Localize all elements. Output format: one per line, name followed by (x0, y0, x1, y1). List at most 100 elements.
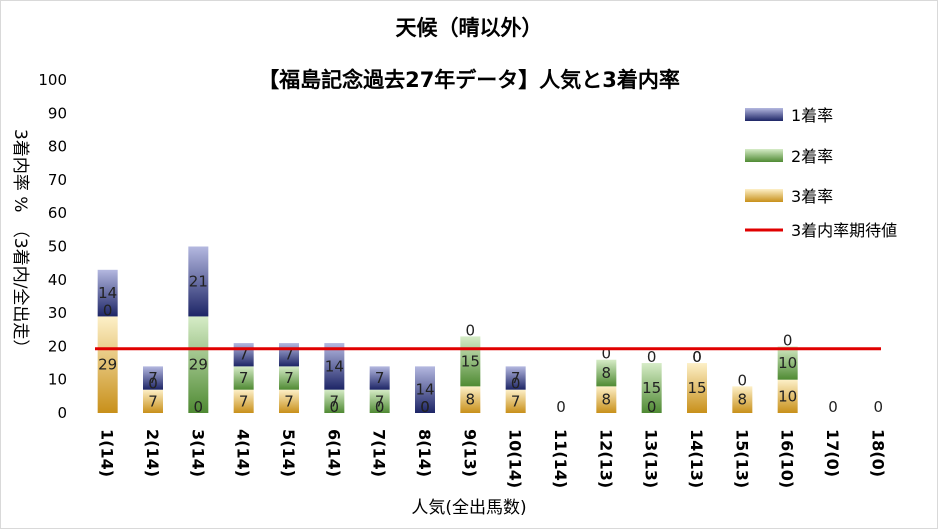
x-tick-label: 15(13) (732, 429, 751, 488)
bar-segment-2nd (596, 359, 617, 387)
x-tick-label: 1(14) (98, 429, 117, 477)
bar-value-label-1st: 7 (239, 346, 249, 364)
bar-segment-1st (188, 246, 209, 317)
bar-value-label-3rd: 7 (148, 392, 158, 410)
bar-value-label-2nd: 0 (511, 375, 521, 393)
bar-value-label-1st: 0 (692, 348, 702, 366)
bar-value-label-3rd: 0 (330, 398, 340, 416)
bar-value-label-3rd: 15 (687, 379, 706, 397)
bar-value-label-3rd: 0 (375, 398, 385, 416)
y-axis-title: 3着内率 % （3着内/全出走） (10, 129, 30, 356)
bar-value-label-2nd: 7 (284, 369, 294, 387)
bar-segment-3rd (97, 316, 118, 413)
bar-value-label-3rd: 0 (194, 398, 204, 416)
bar-value-label-2nd: 0 (738, 371, 748, 389)
bar-segment-3rd (687, 363, 707, 413)
x-tick-label: 9(13) (460, 429, 479, 477)
bar-value-label-3rd: 0 (556, 398, 566, 416)
x-tick-label: 17(0) (823, 429, 842, 477)
bar-segment-3rd (460, 386, 481, 413)
x-tick-label: 3(14) (188, 429, 207, 477)
x-axis-categories: 1(14) 2(14) 3(14) 4(14) 5(14) 6(14) 7(14) 8(14)… (98, 429, 888, 488)
bar-value-label-3rd: 7 (511, 392, 521, 410)
x-tick-label: 6(14) (324, 429, 343, 477)
bar-value-label-1st: 0 (647, 348, 657, 366)
bar-value-label-1st: 14 (98, 284, 117, 302)
bar-segment-3rd (143, 389, 163, 413)
bar-segment-3rd (505, 389, 526, 413)
bar-segment-1st (143, 366, 163, 390)
bar-value-label-2nd: 29 (189, 356, 208, 374)
bar-value-label-1st: 21 (189, 272, 208, 290)
bar-value-label-1st: 7 (375, 369, 385, 387)
bar-value-label-2nd: 7 (330, 392, 340, 410)
bar-value-label-2nd: 7 (375, 392, 385, 410)
bar-value-label-1st: 0 (602, 345, 612, 363)
x-tick-label: 16(10) (778, 429, 797, 488)
x-axis-title: 人気(全出馬数) (411, 498, 526, 518)
bar-segment-2nd (279, 366, 299, 390)
bar-value-label-1st: 7 (511, 369, 521, 387)
bar-segment-1st (369, 366, 390, 390)
legend-label-3rd: 3着率 (791, 187, 833, 206)
legend: 1着率 2着率 3着率 3着内率期待値 (745, 106, 897, 240)
y-tick-label: 10 (48, 371, 67, 389)
y-tick-label: 90 (48, 104, 67, 122)
bar-value-label-3rd: 0 (647, 398, 657, 416)
bar-value-label-1st: 14 (415, 381, 434, 399)
bar-value-label-2nd: 7 (239, 369, 249, 387)
bar-value-label-2nd: 0 (148, 375, 158, 393)
bar-segment-3rd (279, 389, 299, 413)
legend-swatch-3rd (745, 189, 783, 202)
y-tick-label: 100 (38, 71, 67, 89)
x-tick-label: 10(14) (506, 429, 525, 488)
bar-value-label-1st: 7 (284, 346, 294, 364)
bar-segment-1st (505, 366, 526, 390)
bar-value-label-3rd: 29 (98, 356, 117, 374)
x-tick-label: 18(0) (868, 429, 887, 477)
bar-value-label-1st: 7 (148, 369, 158, 387)
bar-value-label-3rd: 10 (778, 387, 797, 405)
bar-segment-3rd (233, 389, 254, 413)
bar-segment-3rd (596, 386, 617, 413)
y-axis-ticks: 0 10 20 30 40 50 60 70 80 90 100 (38, 71, 67, 422)
x-tick-label: 2(14) (143, 429, 162, 477)
bar-value-label-2nd: 0 (420, 398, 430, 416)
y-tick-label: 20 (48, 337, 67, 355)
bar-segment-2nd (641, 363, 662, 413)
x-tick-label: 14(13) (687, 429, 706, 488)
legend-swatch-1st (745, 108, 783, 121)
legend-label-expected: 3着内率期待値 (791, 221, 897, 240)
y-tick-label: 80 (48, 138, 67, 156)
bar-value-label-1st: 0 (466, 321, 476, 339)
y-tick-label: 30 (48, 304, 67, 322)
bar-segment-2nd (324, 389, 345, 413)
x-tick-label: 5(14) (279, 429, 298, 477)
bar-value-label-3rd: 8 (602, 391, 612, 409)
x-tick-label: 8(14) (415, 429, 434, 477)
bar-value-label-2nd: 0 (103, 301, 113, 319)
chart-title: 天候（晴以外） (396, 16, 543, 40)
x-tick-label: 11(14) (551, 429, 570, 488)
bar-segment-1st (415, 366, 435, 413)
bar-value-label-1st: 0 (783, 331, 793, 349)
legend-swatch-2nd (745, 149, 783, 162)
legend-label-1st: 1着率 (791, 106, 833, 125)
bar-value-label-3rd: 8 (466, 391, 476, 409)
legend-label-2nd: 2着率 (791, 147, 833, 166)
bar-value-label-2nd: 15 (461, 352, 480, 370)
x-tick-label: 4(14) (234, 429, 253, 477)
bar-segment-2nd (233, 366, 254, 390)
bar-segment-2nd (188, 316, 209, 413)
y-tick-label: 50 (48, 238, 67, 256)
bar-value-label-2nd: 8 (602, 364, 612, 382)
bar-value-label-2nd: 0 (692, 348, 702, 366)
chart-subtitle: 【福島記念過去27年データ】人気と3着内率 (258, 68, 680, 92)
bar-value-label-3rd: 7 (284, 392, 294, 410)
bar-value-label-1st: 14 (325, 357, 344, 375)
bar-value-label-3rd: 8 (738, 391, 748, 409)
x-tick-label: 13(13) (642, 429, 661, 488)
